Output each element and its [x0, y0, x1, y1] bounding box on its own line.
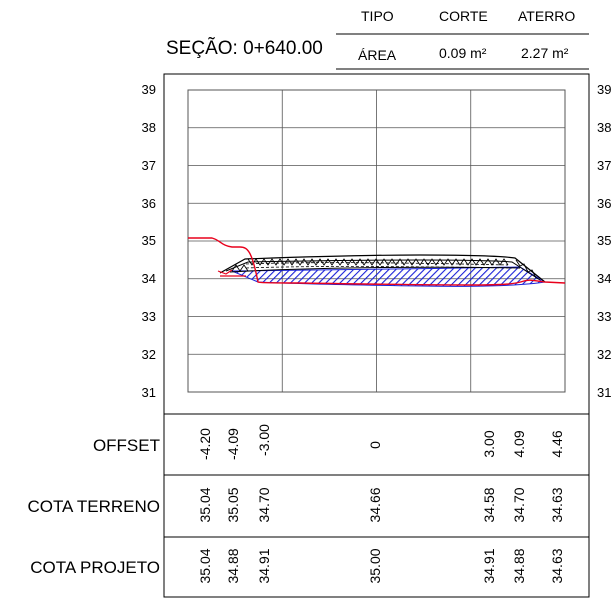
elev-label-right: 32: [597, 347, 612, 362]
projeto-value: 34.63: [549, 548, 565, 584]
elev-label-left: 37: [141, 158, 156, 173]
elev-label-right: 36: [597, 196, 612, 211]
elev-label-right: 35: [597, 233, 612, 248]
area-corte-value: 0.09 m²: [439, 45, 487, 61]
elev-label-left: 31: [141, 385, 156, 400]
elev-label-left: 32: [141, 347, 156, 362]
terreno-value: 34.58: [481, 487, 497, 523]
terreno-value: 34.63: [549, 487, 565, 523]
header-tipo: TIPO: [361, 8, 394, 24]
terreno-value: 34.70: [256, 487, 272, 523]
header-corte: CORTE: [439, 8, 488, 24]
projeto-value: 35.00: [367, 548, 383, 584]
projeto-value: 35.04: [197, 548, 213, 584]
offset-row-label: OFFSET: [92, 436, 160, 455]
elev-label-left: 33: [141, 309, 156, 324]
terreno-value: 35.05: [225, 487, 241, 523]
terrain-line: [188, 237, 566, 286]
offset-value: -4.09: [225, 428, 241, 460]
offset-value: 4.46: [549, 430, 565, 458]
elev-label-left: 38: [141, 120, 156, 135]
projeto-value: 34.91: [481, 548, 497, 584]
projeto-value: 34.91: [256, 548, 272, 584]
area-label: ÁREA: [358, 47, 397, 63]
offset-value: -4.20: [197, 428, 213, 460]
projeto-value: 34.88: [511, 548, 527, 584]
offset-value: -3.00: [256, 424, 272, 456]
elev-label-left: 36: [141, 196, 156, 211]
elev-label-left: 39: [141, 82, 156, 97]
header-aterro: ATERRO: [518, 8, 576, 24]
elev-label-right: 37: [597, 158, 612, 173]
cota-projeto-row-label: COTA PROJETO: [30, 558, 160, 577]
offset-value: 4.09: [511, 430, 527, 458]
grid-vertical: [281, 90, 472, 392]
elev-label-right: 39: [597, 82, 612, 97]
elev-label-right: 31: [597, 385, 612, 400]
design-section-marks: [231, 258, 537, 279]
terreno-value: 34.70: [511, 487, 527, 523]
section-title: SEÇÃO: 0+640.00: [166, 38, 323, 59]
cota-terreno-row-label: COTA TERRENO: [27, 497, 160, 516]
elev-label-left: 34: [141, 271, 156, 286]
terreno-value: 35.04: [197, 487, 213, 523]
section-frame: [163, 73, 590, 598]
terreno-value: 34.66: [367, 487, 383, 523]
elev-label-right: 38: [597, 120, 612, 135]
terrain-left-detail: [217, 269, 246, 277]
elev-label-left: 35: [141, 233, 156, 248]
offset-value: 3.00: [481, 430, 497, 458]
elev-label-right: 33: [597, 309, 612, 324]
projeto-value: 34.88: [225, 548, 241, 584]
elev-label-right: 34: [597, 271, 612, 286]
area-aterro-value: 2.27 m²: [521, 45, 569, 61]
offset-value: 0: [367, 441, 383, 449]
